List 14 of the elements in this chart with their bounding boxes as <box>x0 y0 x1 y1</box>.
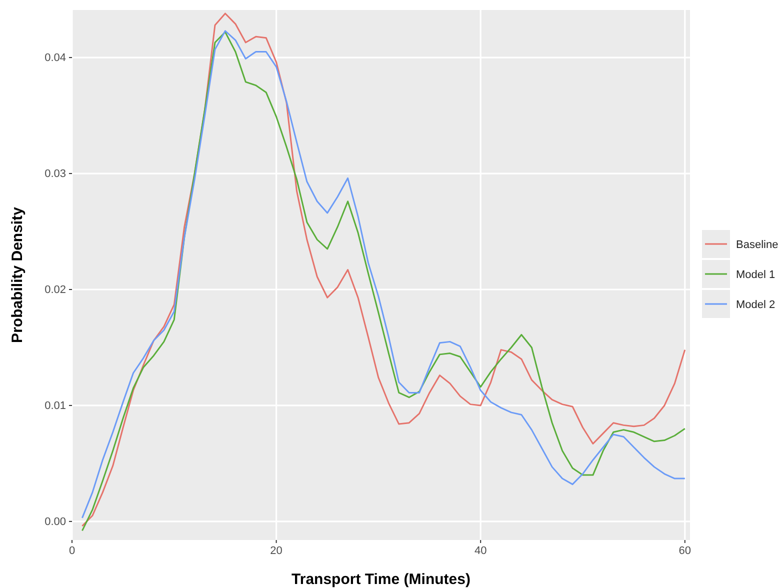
legend-label: Model 2 <box>736 299 776 311</box>
y-tick-label: 0.02 <box>44 284 66 296</box>
y-tick-label: 0.00 <box>44 516 66 528</box>
y-axis-title: Probability Density <box>9 206 26 343</box>
x-tick-label: 40 <box>474 544 487 557</box>
x-axis-title: Transport Time (Minutes) <box>292 571 470 588</box>
y-tick-label: 0.01 <box>44 400 66 412</box>
x-tick-label: 20 <box>270 544 282 557</box>
y-tick-label: 0.03 <box>44 168 66 180</box>
legend-label: Baseline <box>736 239 778 251</box>
legend-label: Model 1 <box>736 269 776 281</box>
y-tick-label: 0.04 <box>44 52 66 64</box>
x-tick-label: 60 <box>678 544 692 557</box>
x-tick-label: 0 <box>68 544 76 557</box>
